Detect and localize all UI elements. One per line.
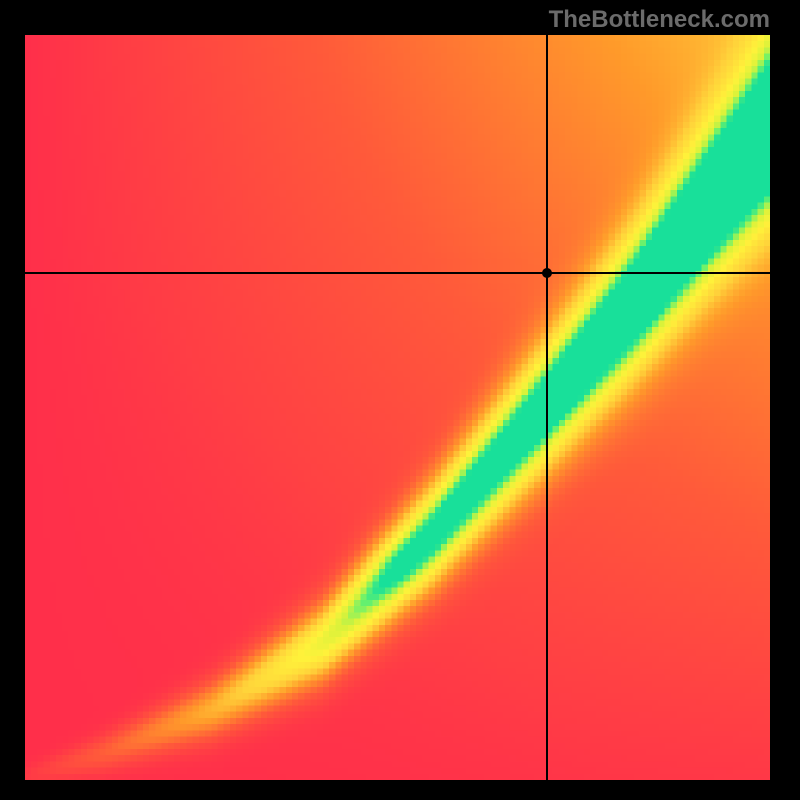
heatmap-canvas xyxy=(25,35,770,780)
crosshair-horizontal-line xyxy=(25,272,770,274)
crosshair-vertical-line xyxy=(546,35,548,780)
crosshair-marker-dot xyxy=(542,268,552,278)
heatmap-plot-area xyxy=(25,35,770,780)
watermark-text: TheBottleneck.com xyxy=(549,6,770,34)
chart-container: TheBottleneck.com xyxy=(0,0,800,800)
